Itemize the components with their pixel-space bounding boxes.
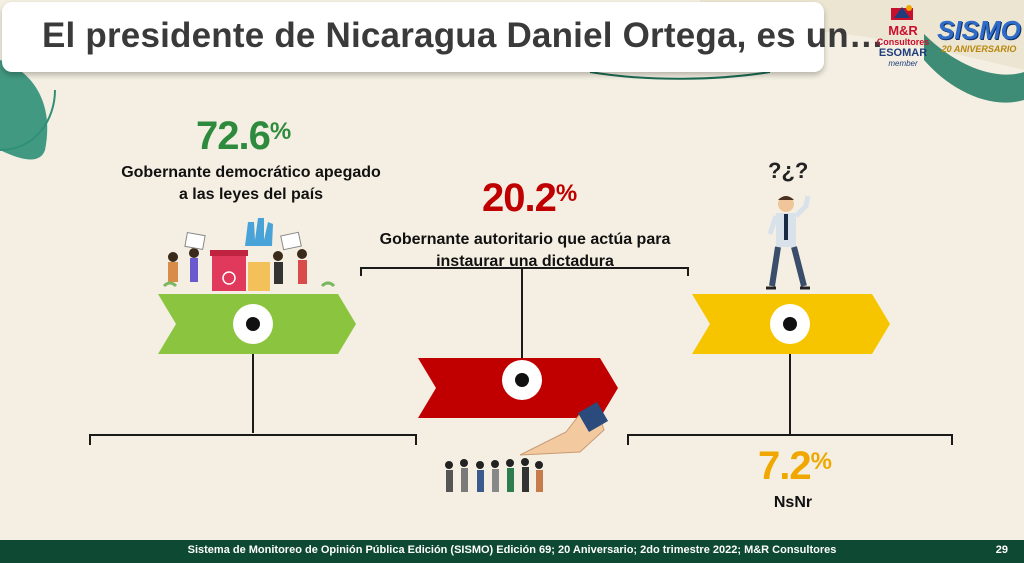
bracket-nsnr	[627, 434, 953, 445]
eye-nsnr-icon	[770, 304, 810, 344]
label-line-1: NsNr	[773, 494, 813, 511]
esomar-label: ESOMAR	[878, 47, 928, 59]
footer-bar: Sistema de Monitoreo de Opinión Pública …	[0, 540, 1024, 563]
percent-unit: %	[555, 180, 578, 207]
confused-man-icon	[766, 195, 811, 290]
mr-logo-mark-icon	[891, 5, 913, 20]
percent-value: 20.2	[482, 176, 557, 220]
pointing-hand-icon	[519, 401, 609, 456]
mr-brand-sub: Consultores	[876, 37, 930, 47]
mr-brand: M&R	[888, 23, 918, 38]
esomar-member: member	[888, 59, 918, 68]
label-democratic: Gobernante democrático apegado a las ley…	[96, 162, 406, 206]
page-number: 29	[995, 544, 1008, 556]
question-marks: ?¿?	[768, 158, 809, 183]
percent-democratic: 72.6%	[196, 116, 291, 156]
percent-nsnr: 7.2%	[758, 446, 832, 486]
voting-crowd-icon	[162, 218, 336, 291]
label-line-2: instaurar una dictadura	[436, 253, 614, 270]
label-line-1: Gobernante autoritario que actúa para	[379, 231, 671, 248]
people-queue-icon	[445, 458, 543, 492]
percent-authoritarian: 20.2%	[482, 178, 577, 218]
sismo-logo: SISMO 20 ANIVERSARIO	[936, 10, 1022, 66]
chart-graphic	[89, 195, 953, 492]
footer-source: Sistema de Monitoreo de Opinión Pública …	[187, 544, 837, 556]
mr-consultores-logo: M&R Consultores ESOMAR member	[872, 4, 934, 68]
label-authoritarian: Gobernante autoritario que actúa para in…	[370, 229, 680, 273]
title-box: El presidente de Nicaragua Daniel Ortega…	[2, 2, 884, 72]
eye-authoritarian-icon	[502, 360, 542, 400]
percent-unit: %	[810, 448, 832, 475]
percent-unit: %	[269, 118, 292, 145]
sismo-anniversary: 20 ANIVERSARIO	[941, 44, 1017, 54]
sismo-wordmark: SISMO	[937, 15, 1021, 45]
percent-value: 7.2	[758, 444, 812, 488]
bracket-democratic	[89, 434, 417, 445]
label-line-1: Gobernante democrático apegado	[121, 164, 381, 181]
label-line-2: a las leyes del país	[178, 186, 324, 203]
page-title: El presidente de Nicaragua Daniel Ortega…	[42, 16, 885, 55]
eye-democratic-icon	[233, 304, 273, 344]
label-nsnr: NsNr	[760, 492, 826, 514]
percent-value: 72.6	[196, 114, 271, 158]
bracket-authoritarian	[360, 267, 689, 276]
